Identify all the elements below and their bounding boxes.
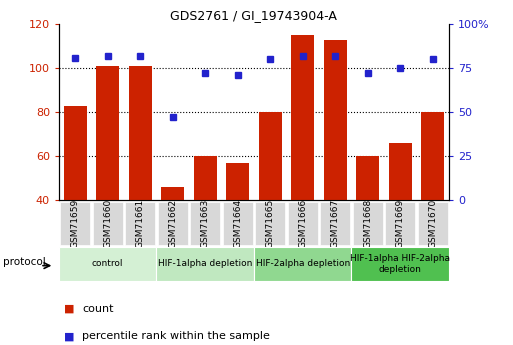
Text: HIF-2alpha depletion: HIF-2alpha depletion — [255, 259, 350, 268]
Bar — [421, 112, 444, 288]
Bar — [385, 202, 415, 245]
Text: HIF-1alpha depletion: HIF-1alpha depletion — [158, 259, 252, 268]
Title: GDS2761 / GI_19743904-A: GDS2761 / GI_19743904-A — [170, 9, 338, 22]
Text: ■: ■ — [64, 332, 74, 341]
Bar — [64, 106, 87, 288]
Bar — [320, 202, 350, 245]
Text: GSM71662: GSM71662 — [168, 199, 177, 248]
Bar — [353, 202, 383, 245]
Text: GSM71666: GSM71666 — [298, 199, 307, 248]
Text: GSM71660: GSM71660 — [103, 199, 112, 248]
Text: HIF-1alpha HIF-2alpha
depletion: HIF-1alpha HIF-2alpha depletion — [350, 254, 450, 274]
Text: GSM71668: GSM71668 — [363, 199, 372, 248]
Text: percentile rank within the sample: percentile rank within the sample — [82, 332, 270, 341]
Bar — [156, 247, 254, 281]
Bar — [288, 202, 318, 245]
Text: GSM71663: GSM71663 — [201, 199, 210, 248]
Text: GSM71665: GSM71665 — [266, 199, 274, 248]
Bar — [125, 202, 155, 245]
Bar — [389, 143, 411, 288]
Text: protocol: protocol — [3, 257, 46, 267]
Bar — [190, 202, 220, 245]
Text: GSM71667: GSM71667 — [331, 199, 340, 248]
Bar — [226, 163, 249, 288]
Bar — [356, 156, 379, 288]
Text: GSM71661: GSM71661 — [136, 199, 145, 248]
Bar — [223, 202, 252, 245]
Bar — [324, 40, 347, 288]
Text: GSM71670: GSM71670 — [428, 199, 437, 248]
Bar — [418, 202, 447, 245]
Bar — [194, 156, 216, 288]
Text: GSM71669: GSM71669 — [396, 199, 405, 248]
Bar — [61, 202, 90, 245]
Bar — [351, 247, 449, 281]
Text: GSM71664: GSM71664 — [233, 199, 242, 248]
Bar — [254, 247, 351, 281]
Bar — [291, 35, 314, 288]
Text: GSM71659: GSM71659 — [71, 199, 80, 248]
Text: ■: ■ — [64, 304, 74, 314]
Bar — [59, 247, 156, 281]
Text: count: count — [82, 304, 113, 314]
Bar — [259, 112, 282, 288]
Bar — [158, 202, 188, 245]
Bar — [93, 202, 123, 245]
Text: control: control — [92, 259, 124, 268]
Bar — [96, 66, 119, 288]
Bar — [129, 66, 152, 288]
Bar — [161, 187, 184, 288]
Bar — [255, 202, 285, 245]
